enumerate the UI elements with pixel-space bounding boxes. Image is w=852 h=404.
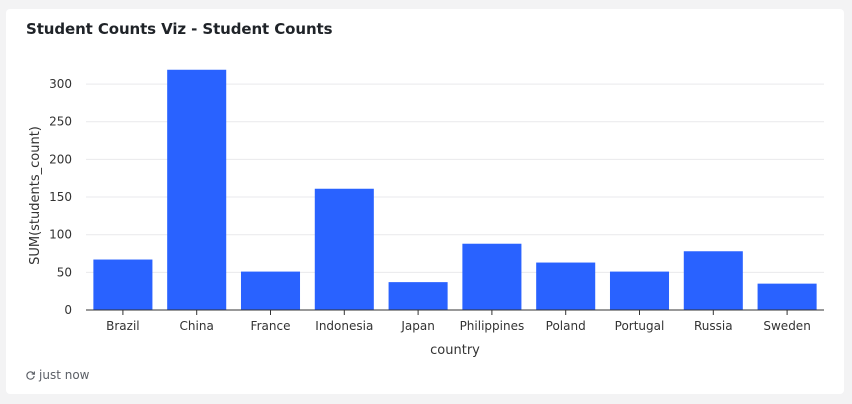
y-tick-label: 0 — [64, 303, 72, 317]
refresh-text: just now — [39, 368, 90, 382]
bar — [757, 283, 817, 310]
bar — [683, 251, 743, 310]
y-tick-label: 100 — [49, 228, 72, 242]
bar — [462, 243, 522, 310]
y-axis-title: SUM(students_count) — [28, 126, 43, 265]
bars — [93, 69, 817, 310]
chart-card: Student Counts Viz - Student Counts 0 50 1… — [6, 9, 844, 394]
bar — [167, 69, 227, 310]
bar — [536, 262, 596, 310]
bar — [388, 282, 448, 310]
x-tick-label: Poland — [546, 319, 586, 333]
bar — [314, 188, 374, 310]
y-tick-label: 50 — [57, 265, 72, 279]
bar — [609, 271, 670, 310]
card-title: Student Counts Viz - Student Counts — [26, 20, 333, 38]
y-tick-label: 200 — [49, 152, 72, 166]
x-tick-label: Sweden — [763, 319, 810, 333]
bar — [240, 271, 301, 310]
y-tick-label: 250 — [49, 115, 72, 129]
x-axis-title: country — [430, 343, 480, 358]
x-tick-label: Brazil — [106, 319, 140, 333]
y-tick-label: 150 — [49, 190, 72, 204]
y-axis-ticks: 0 50 100 150 200 250 300 — [49, 77, 72, 317]
x-tick-label: Russia — [694, 319, 733, 333]
refresh-icon[interactable] — [25, 370, 36, 381]
x-tick-label: Portugal — [615, 319, 665, 333]
bar — [93, 259, 153, 310]
bar-chart: 0 50 100 150 200 250 300 Brazil China France Indo… — [28, 69, 824, 358]
y-tick-label: 300 — [49, 77, 72, 91]
refresh-status: just now — [25, 368, 89, 382]
x-tick-label: Philippines — [460, 319, 525, 333]
x-tick-label: China — [180, 319, 214, 333]
x-tick-label: France — [251, 319, 291, 333]
x-tick-label: Japan — [400, 319, 434, 333]
x-axis-ticks: Brazil China France Indonesia Japan Philippin… — [106, 310, 811, 333]
x-tick-label: Indonesia — [315, 319, 373, 333]
